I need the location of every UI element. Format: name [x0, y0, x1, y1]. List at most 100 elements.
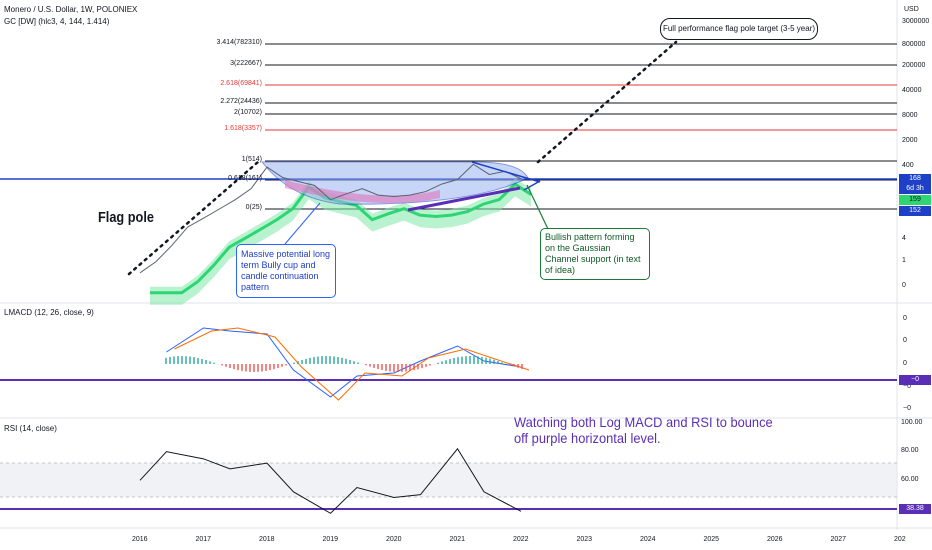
macd-histogram-bar: [345, 358, 347, 364]
fib-label: 1.618(3357): [224, 125, 262, 132]
macd-histogram-bar: [257, 364, 259, 372]
price-series: [139, 163, 522, 274]
macd-histogram-bar: [453, 358, 455, 364]
flag-pole-label[interactable]: Flag pole: [98, 209, 154, 226]
macd-histogram-bar: [209, 361, 211, 364]
macd-histogram-bar: [365, 364, 367, 366]
macd-histogram-bar: [237, 364, 239, 371]
macd-histogram-bar: [197, 357, 199, 364]
price-tick: 1: [902, 257, 906, 264]
macd-histogram-bar: [193, 357, 195, 364]
time-tick: 2018: [259, 536, 275, 543]
macd-histogram-bar: [501, 362, 503, 364]
price-tick: 4: [902, 235, 906, 242]
macd-histogram-bar: [449, 359, 451, 364]
fib-label: 3(222667): [230, 60, 262, 67]
price-tick: 800000: [902, 41, 926, 48]
target-callout[interactable]: Full performance flag pole target (3-5 y…: [660, 18, 818, 40]
macd-histogram-bar: [521, 364, 523, 369]
macd-value-tag: −0: [899, 375, 931, 385]
macd-histogram-bar: [325, 356, 327, 364]
price-tick: 0: [902, 282, 906, 289]
macd-histogram-bar: [353, 361, 355, 364]
macd-histogram-bar: [481, 356, 483, 364]
macd-histogram-bar: [313, 357, 315, 364]
watch-annotation[interactable]: Watching both Log MACD and RSI to bounce…: [514, 414, 773, 446]
macd-histogram-bar: [277, 364, 279, 368]
bullish-callout[interactable]: Bullish pattern forming on the Gaussian …: [540, 228, 650, 280]
macd-histogram-bar: [341, 357, 343, 364]
time-tick: 2022: [513, 536, 529, 543]
macd-histogram-bar: [213, 362, 215, 364]
macd-histogram-bar: [337, 357, 339, 364]
target-projection-line: [536, 40, 678, 164]
macd-histogram-bar: [405, 364, 407, 372]
macd-histogram-bar: [301, 360, 303, 364]
time-tick: 2026: [767, 536, 783, 543]
macd-histogram-bar: [253, 364, 255, 372]
macd-histogram-bar: [273, 364, 275, 370]
macd-histogram-bar: [517, 364, 519, 368]
macd-histogram-bar: [329, 356, 331, 364]
price-tick: 200000: [902, 62, 926, 69]
support-trendline: [407, 186, 521, 212]
macd-histogram-bar: [489, 358, 491, 364]
macd-histogram-bar: [397, 364, 399, 372]
cup-callout[interactable]: Massive potential long term Bully cup an…: [236, 244, 336, 298]
macd-histogram-bar: [281, 364, 283, 367]
macd-histogram-bar: [181, 356, 183, 364]
macd-histogram-bar: [293, 362, 295, 364]
macd-histogram-bar: [377, 364, 379, 370]
macd-histogram-bar: [393, 364, 395, 372]
macd-histogram-bar: [457, 357, 459, 364]
macd-histogram-bar: [305, 358, 307, 364]
macd-histogram-bar: [441, 361, 443, 364]
macd-histogram-bar: [221, 364, 223, 366]
flag-pole-line: [127, 160, 260, 276]
macd-histogram-bar: [421, 364, 423, 369]
macd-histogram-bar: [493, 359, 495, 364]
pink-channel: [285, 180, 440, 204]
time-tick: 2020: [386, 536, 402, 543]
fib-label: 2(10702): [233, 109, 262, 116]
fib-label: 1(514): [241, 156, 262, 163]
macd-histogram-bar: [265, 364, 267, 371]
macd-histogram-bar: [185, 356, 187, 364]
macd-histogram-bar: [309, 357, 311, 364]
macd-histogram-bar: [461, 356, 463, 364]
fib-label: 2.618(69841): [220, 80, 262, 87]
macd-histogram-bar: [445, 360, 447, 364]
macd-histogram-bar: [229, 364, 231, 369]
macd-histogram-bar: [225, 364, 227, 367]
price-tick: 2000: [902, 137, 918, 144]
indicator-legend[interactable]: GC [DW] (hlc3, 4, 144, 1.414): [4, 17, 110, 26]
time-tick: 2019: [322, 536, 339, 543]
price-tick: 40000: [902, 87, 922, 94]
macd-histogram-bar: [513, 364, 515, 367]
macd-tick: −0: [903, 405, 911, 412]
price-tag-channel: 159: [899, 195, 931, 205]
fib-label: 0.618(161): [228, 175, 262, 182]
macd-histogram-bar: [381, 364, 383, 371]
price-tick: 3000000: [902, 18, 930, 25]
rsi-title[interactable]: RSI (14, close): [4, 424, 57, 433]
macd-tick: −0: [903, 383, 911, 390]
macd-histogram-bar: [469, 356, 471, 364]
macd-histogram-bar: [497, 361, 499, 364]
macd-histogram-bar: [429, 364, 431, 366]
macd-histogram-bar: [173, 356, 175, 364]
macd-histogram-bar: [417, 364, 419, 370]
macd-histogram-bar: [413, 364, 415, 371]
bullish-callout-pointer: [526, 184, 549, 230]
fib-label: 3.414(782310): [216, 39, 262, 46]
macd-histogram-bar: [189, 356, 191, 364]
time-tick: 2023: [576, 536, 593, 543]
time-tick: 2021: [449, 536, 466, 543]
time-tick: 2025: [703, 536, 720, 543]
macd-title[interactable]: LMACD (12, 26, close, 9): [4, 308, 94, 317]
macd-histogram-bar: [437, 362, 439, 364]
macd-histogram-bar: [357, 362, 359, 364]
macd-histogram-bar: [241, 364, 243, 371]
macd-histogram-bar: [333, 356, 335, 364]
